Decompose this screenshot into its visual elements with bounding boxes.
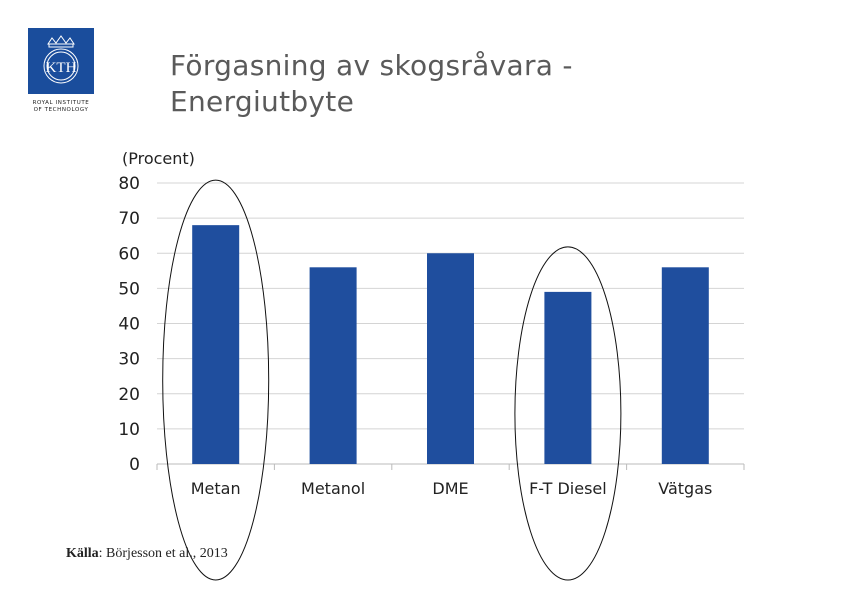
source-text: : Börjesson et al., 2013	[98, 546, 228, 561]
y-tick-label: 80	[118, 174, 140, 194]
y-tick-label: 20	[118, 385, 140, 405]
bar-metan	[192, 225, 240, 464]
y-tick-label: 70	[118, 209, 140, 229]
logo-subtitle-line1: ROYAL INSTITUTE	[32, 100, 90, 106]
y-tick-label: 10	[118, 420, 140, 440]
bar-f-t-diesel	[544, 291, 592, 464]
page-title-line1: Förgasning av skogsråvara -	[170, 49, 573, 82]
logo-subtitle-line2: OF TECHNOLOGY	[33, 107, 89, 113]
source-label: Källa	[66, 546, 99, 561]
x-tick-label: Metanol	[301, 479, 365, 498]
bar-dme	[427, 253, 474, 464]
x-tick-label: Metan	[191, 479, 241, 498]
logo-subtitle: ROYAL INSTITUTE OF TECHNOLOGY	[24, 100, 98, 114]
source-citation: Källa: Börjesson et al., 2013	[66, 546, 228, 562]
y-tick-label: 30	[118, 350, 140, 370]
logo-wordmark: KTH	[46, 60, 77, 76]
bar-v-tgas	[661, 267, 709, 464]
y-tick-label: 40	[118, 315, 140, 335]
x-tick-label: F-T Diesel	[529, 479, 607, 498]
y-tick-label: 0	[129, 455, 140, 475]
bar-metanol	[309, 267, 357, 464]
page-title-line2: Energiutbyte	[170, 85, 355, 118]
highlight-ellipse-f-t-diesel	[514, 246, 622, 581]
y-tick-label: 60	[118, 244, 140, 264]
kth-logo: KTH	[28, 28, 94, 94]
x-tick-label: DME	[432, 479, 468, 498]
y-axis-label: (Procent)	[122, 149, 195, 168]
x-tick-label: Vätgas	[658, 479, 712, 498]
kth-crest-icon: KTH	[28, 28, 94, 94]
highlight-ellipse-metan	[162, 179, 270, 581]
page-title: Förgasning av skogsråvara - Energiutbyte	[170, 48, 573, 120]
y-tick-label: 50	[118, 279, 140, 299]
